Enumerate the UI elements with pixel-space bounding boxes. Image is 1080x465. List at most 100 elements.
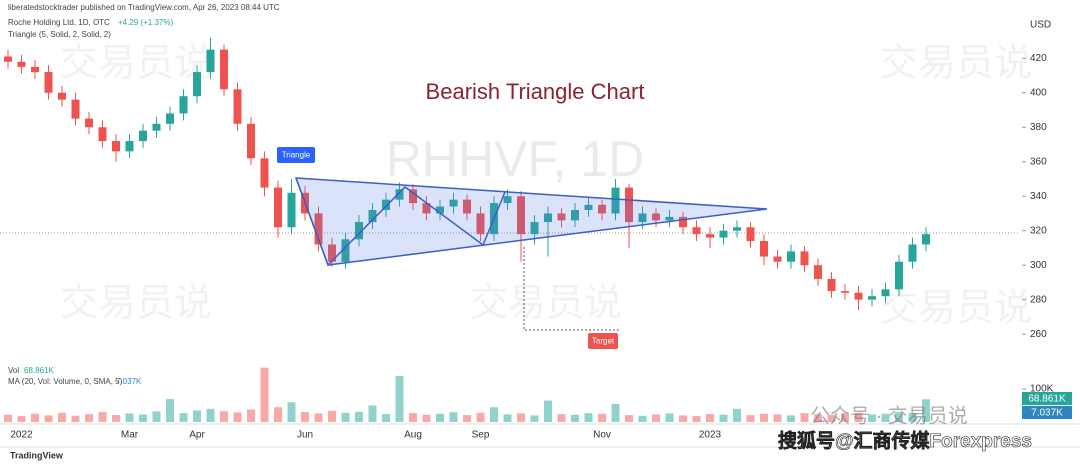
candle-body [692,227,701,235]
candle-body [787,251,795,262]
volume-bar [395,375,404,422]
candle-body [503,196,512,204]
candle-body [85,118,93,128]
candle-body [314,213,323,245]
candle-body [436,206,444,214]
candle-body [409,189,417,204]
volume-bar [868,414,876,422]
candle-body [328,244,336,262]
candle-body [260,158,269,188]
volume-bar [665,413,674,422]
volume-bar [368,405,377,422]
candle-body [220,49,228,90]
volume-bar [719,414,728,422]
candle-body [422,203,431,214]
volume-bar [760,413,768,422]
candle-body [463,199,471,214]
volume-bar [449,412,458,422]
x-tick-label: Apr [189,430,205,441]
brand: TradingView [10,450,64,460]
candle-body [58,92,66,100]
candle-body [4,56,12,62]
public-watermark: 公众号 · 交易员说 [810,404,968,427]
volume-bar [274,407,282,422]
candle-body [382,199,390,210]
volume-bar [287,402,296,422]
volume-bar [179,413,188,422]
volume-bar [71,415,80,422]
channel-watermark: 交易员说 [60,41,212,85]
candle-body [476,213,485,235]
candle-body [746,227,755,242]
candle-body [598,204,606,214]
candle-body [287,192,296,228]
candle-body [557,213,566,221]
source-watermark: 搜狐号@汇商传媒Forexpress [778,429,1032,452]
ma-badge-text: 7.037K [1031,408,1063,419]
candle-body [517,196,525,235]
candle-body [152,123,161,131]
volume-bar [193,410,201,422]
volume-bar [787,415,795,422]
channel-watermark: 交易员说 [880,286,1032,330]
candle-body [31,66,39,73]
volume-bar [611,403,620,422]
volume-bar [301,412,309,422]
x-tick-label: Aug [404,430,422,441]
candle-body [679,216,687,228]
volume-bar [476,412,485,422]
volume-bar [139,414,147,422]
volume-bar [503,414,512,422]
candle-body [125,141,134,152]
candle-body [719,230,728,238]
symbol-watermark: RHHVF, 1D [386,131,644,187]
candle-body [611,187,620,214]
volume-bar [854,412,863,422]
volume-last: 68.861K [24,366,54,375]
volume-bar [841,413,849,422]
volume-bar [422,414,431,422]
volume-bar [557,414,566,422]
candle-body [233,89,242,124]
candle-body [854,292,863,300]
volume-bar [530,415,539,422]
candle-body [773,256,782,262]
candle-body [908,244,917,262]
volume-bar [895,412,903,422]
volume-bar [125,413,134,422]
candle-body [341,239,350,262]
volume-bar [908,413,917,422]
candle-body [571,210,579,221]
candle-body [733,227,741,231]
candle-body [166,113,174,124]
publisher: liberatedstocktrader published on Tradin… [8,3,280,12]
candle-body [193,72,201,97]
volume-bar [692,416,701,422]
triangle-label-box [277,147,315,163]
volume-bar [679,415,687,422]
volume-bar [260,367,269,422]
candle-body [895,261,903,290]
volume-bar [436,413,444,422]
volume-bar [85,414,93,422]
candle-body [868,296,876,300]
candle-body [44,72,53,93]
watermark-layer: 交易员说 交易员说 交易员说 交易员说 交易员说 RHHVF, 1D [60,41,1032,330]
channel-watermark: 交易员说 [470,281,622,325]
channel-watermark: 交易员说 [60,281,212,325]
candles [4,37,930,422]
volume-bar [409,413,417,422]
volume-ma-value: 7.037K [116,377,142,386]
candle-body [247,123,255,159]
volume-bar [152,411,161,422]
volume-bar [355,411,363,422]
candle-body [449,199,458,207]
volume-bar [733,408,741,422]
volume-badge [1022,392,1072,405]
symbol: Roche Holding Ltd, 1D, OTC [8,18,110,27]
y-tick-label: 280 [1030,294,1047,305]
candle-body [665,216,674,221]
volume-bar [652,414,660,422]
candle-body [881,289,890,297]
